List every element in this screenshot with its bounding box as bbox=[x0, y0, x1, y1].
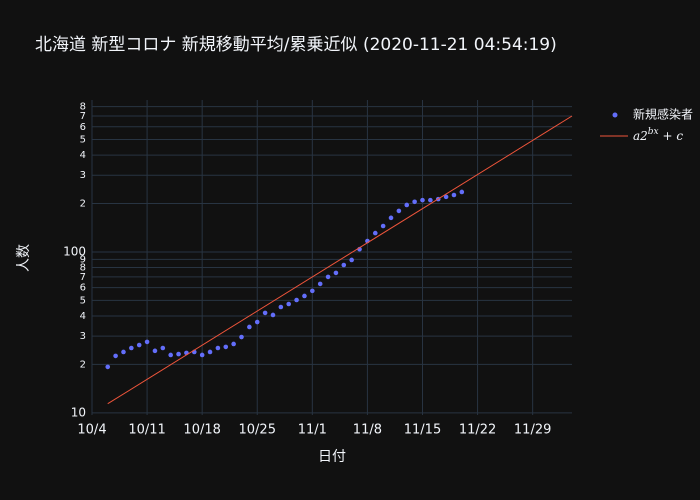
data-point bbox=[302, 293, 307, 299]
data-point bbox=[341, 262, 347, 268]
data-point bbox=[412, 199, 417, 205]
y-tick-label: 5 bbox=[80, 295, 86, 306]
data-point bbox=[372, 230, 378, 236]
data-point bbox=[152, 348, 158, 354]
data-point bbox=[254, 319, 260, 325]
y-tick-label: 5 bbox=[80, 135, 86, 146]
chart-title: 北海道 新型コロナ 新規移動平均/累乗近似 (2020-11-21 04:54:… bbox=[35, 35, 557, 55]
x-tick-label: 10/25 bbox=[239, 423, 276, 438]
data-point bbox=[325, 274, 331, 280]
data-point bbox=[215, 345, 221, 351]
data-point bbox=[136, 342, 142, 348]
data-point bbox=[459, 189, 465, 195]
legend-marker bbox=[612, 112, 618, 118]
data-point bbox=[428, 197, 433, 203]
data-point bbox=[105, 364, 111, 370]
data-point bbox=[451, 192, 457, 198]
data-point bbox=[129, 345, 134, 351]
y-tick-label: 8 bbox=[80, 263, 86, 274]
data-point bbox=[349, 257, 354, 263]
fit-line bbox=[107, 115, 573, 405]
data-point bbox=[121, 349, 126, 355]
data-point bbox=[404, 202, 410, 208]
y-tick-label: 6 bbox=[80, 122, 86, 133]
data-point bbox=[278, 304, 284, 310]
x-tick-label: 11/29 bbox=[514, 423, 551, 438]
y-axis-label: 人数 bbox=[16, 244, 32, 272]
y-tick-label: 7 bbox=[80, 111, 86, 122]
y-tick-label: 2 bbox=[80, 359, 86, 370]
y-tick-label: 2 bbox=[80, 199, 86, 210]
y-tick-label: 4 bbox=[80, 311, 86, 322]
y-tick-label: 6 bbox=[80, 283, 86, 294]
data-point bbox=[396, 208, 402, 214]
data-point bbox=[207, 349, 213, 355]
data-point bbox=[168, 352, 173, 358]
y-tick-label: 3 bbox=[80, 331, 86, 342]
data-point bbox=[388, 215, 394, 221]
data-point bbox=[262, 310, 268, 316]
x-tick-label: 10/11 bbox=[128, 423, 165, 438]
x-tick-label: 10/4 bbox=[77, 423, 106, 438]
y-tick-label: 9 bbox=[80, 254, 86, 265]
data-point bbox=[380, 223, 386, 229]
data-point bbox=[443, 194, 449, 200]
data-point bbox=[247, 324, 252, 330]
data-point bbox=[231, 341, 236, 347]
data-point bbox=[176, 351, 181, 357]
legend-label: a2bx + c bbox=[633, 127, 683, 143]
data-point bbox=[420, 197, 425, 203]
data-point bbox=[333, 270, 339, 276]
data-point bbox=[144, 339, 150, 345]
data-point bbox=[199, 352, 205, 358]
data-point bbox=[310, 288, 315, 294]
data-point bbox=[239, 334, 244, 340]
x-tick-label: 11/22 bbox=[459, 423, 496, 438]
data-point bbox=[113, 353, 118, 359]
data-point bbox=[317, 281, 323, 287]
y-tick-label: 8 bbox=[80, 102, 86, 113]
x-tick-label: 10/18 bbox=[183, 423, 220, 438]
data-point bbox=[160, 345, 166, 351]
x-tick-label: 11/8 bbox=[353, 423, 382, 438]
data-point bbox=[286, 301, 292, 307]
data-point bbox=[294, 297, 299, 303]
y-tick-label: 4 bbox=[80, 150, 86, 161]
y-tick-label: 3 bbox=[80, 170, 86, 181]
x-tick-label: 11/1 bbox=[298, 423, 327, 438]
x-axis-label: 日付 bbox=[318, 449, 346, 465]
data-point bbox=[270, 312, 276, 318]
legend-label: 新規感染者 bbox=[633, 107, 693, 122]
x-tick-label: 11/15 bbox=[404, 423, 441, 438]
y-tick-label: 100 bbox=[63, 244, 86, 258]
y-tick-label: 10 bbox=[71, 405, 86, 419]
data-point bbox=[223, 344, 229, 350]
y-tick-label: 7 bbox=[80, 272, 86, 283]
